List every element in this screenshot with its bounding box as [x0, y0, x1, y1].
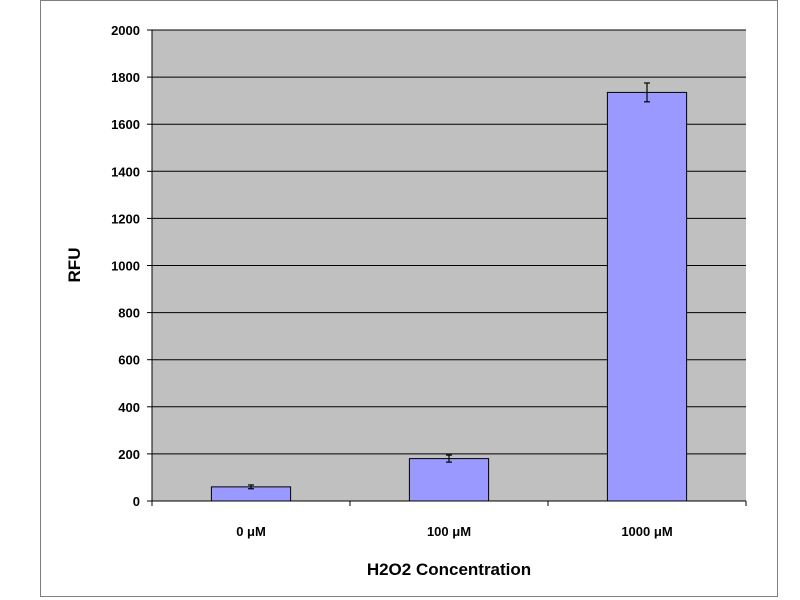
error-bar-1 — [248, 484, 254, 490]
y-tick-label: 1000 — [111, 259, 140, 274]
y-tick-label: 800 — [118, 306, 140, 321]
y-tick-label: 600 — [118, 353, 140, 368]
bar-3 — [606, 91, 688, 502]
error-bar-2 — [446, 454, 452, 463]
y-tick-label: 0 — [133, 494, 140, 509]
y-tick-label: 1400 — [111, 164, 140, 179]
x-axis-title: H2O2 Concentration — [367, 560, 531, 579]
y-tick-label: 200 — [118, 447, 140, 462]
error-bar-3 — [644, 82, 650, 103]
bars — [210, 91, 688, 502]
x-tick-label: 100 μM — [427, 524, 471, 539]
x-tick-label: 1000 μM — [621, 524, 672, 539]
y-tick-labels: 0 200 400 600 800 1000 1200 1400 1600 1800 2000 — [111, 23, 152, 509]
x-tick-labels: 0 μM 100 μM 1000 μM — [236, 524, 672, 539]
y-axis-title: RFU — [65, 248, 84, 283]
y-tick-label: 400 — [118, 400, 140, 415]
x-tick-label: 0 μM — [236, 524, 266, 539]
error-bars — [248, 82, 650, 490]
y-tick-label: 1200 — [111, 211, 140, 226]
bar-2 — [408, 458, 490, 502]
y-tick-label: 2000 — [111, 23, 140, 38]
y-tick-label: 1600 — [111, 117, 140, 132]
y-tick-label: 1800 — [111, 70, 140, 85]
